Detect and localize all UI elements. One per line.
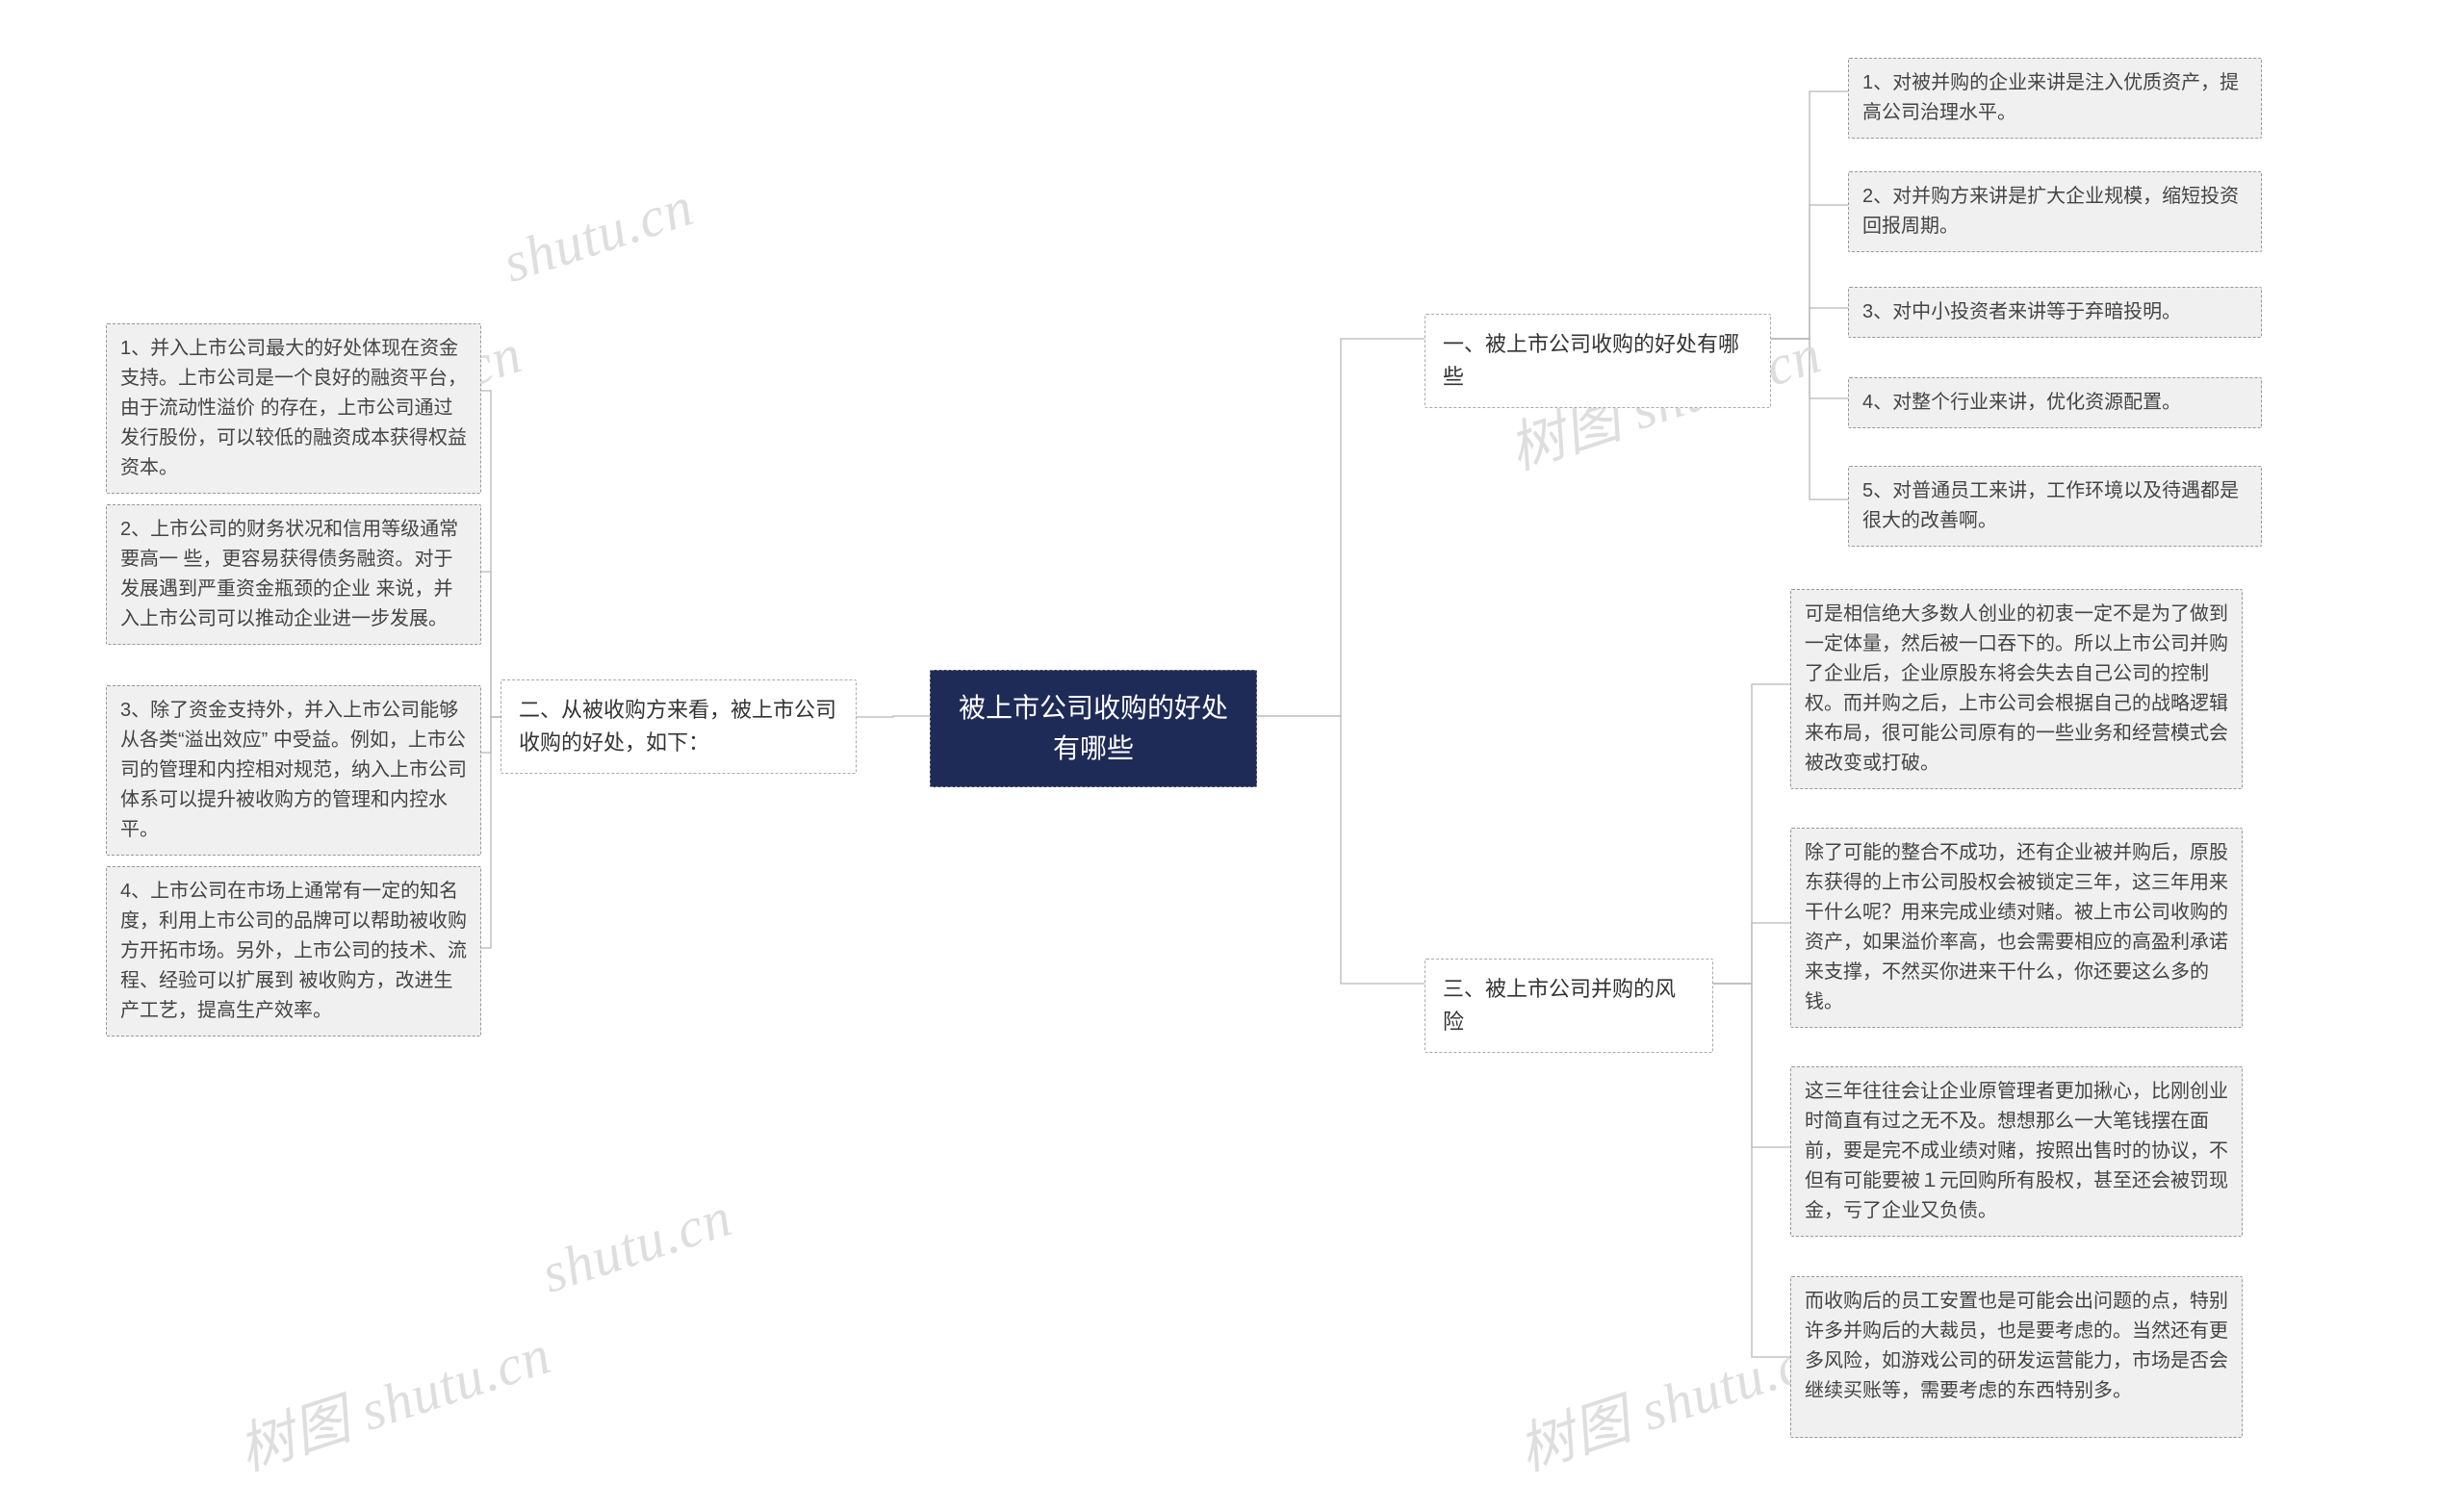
- watermark: 树图 shutu.cn: [226, 1309, 559, 1485]
- branch-node-2: 二、从被收购方来看，被上市公司收购的好处，如下：: [500, 679, 857, 774]
- watermark: shutu.cn: [496, 173, 702, 294]
- leaf-node: 4、上市公司在市场上通常有一定的知名度，利用上市公司的品牌可以帮助被收购方开拓市…: [106, 866, 481, 1037]
- branch-node-1: 一、被上市公司收购的好处有哪些: [1424, 314, 1771, 408]
- leaf-node: 可是相信绝大多数人创业的初衷一定不是为了做到一定体量，然后被一口吞下的。所以上市…: [1790, 589, 2243, 789]
- branch-node-3: 三、被上市公司并购的风险: [1424, 959, 1713, 1053]
- leaf-node: 4、对整个行业来讲，优化资源配置。: [1848, 377, 2262, 428]
- mindmap-canvas: 树图 shutu.cn shutu.cn 树图 shutu.cn 树图 shut…: [0, 0, 2464, 1485]
- leaf-node: 而收购后的员工安置也是可能会出问题的点，特别许多并购后的大裁员，也是要考虑的。当…: [1790, 1276, 2243, 1438]
- leaf-node: 1、并入上市公司最大的好处体现在资金支持。上市公司是一个良好的融资平台，由于流动…: [106, 323, 481, 494]
- root-node: 被上市公司收购的好处有哪些: [930, 670, 1257, 787]
- leaf-node: 这三年往往会让企业原管理者更加揪心，比刚创业时简直有过之无不及。想想那么一大笔钱…: [1790, 1066, 2243, 1237]
- leaf-node: 3、除了资金支持外，并入上市公司能够从各类“溢出效应” 中受益。例如，上市公司的…: [106, 685, 481, 856]
- leaf-node: 2、上市公司的财务状况和信用等级通常要高一 些，更容易获得债务融资。对于发展遇到…: [106, 504, 481, 645]
- leaf-node: 2、对并购方来讲是扩大企业规模，缩短投资回报周期。: [1848, 171, 2262, 252]
- leaf-node: 除了可能的整合不成功，还有企业被并购后，原股东获得的上市公司股权会被锁定三年，这…: [1790, 828, 2243, 1028]
- watermark: shutu.cn: [534, 1184, 740, 1305]
- leaf-node: 3、对中小投资者来讲等于弃暗投明。: [1848, 287, 2262, 338]
- leaf-node: 1、对被并购的企业来讲是注入优质资产，提高公司治理水平。: [1848, 58, 2262, 139]
- leaf-node: 5、对普通员工来讲，工作环境以及待遇都是很大的改善啊。: [1848, 466, 2262, 547]
